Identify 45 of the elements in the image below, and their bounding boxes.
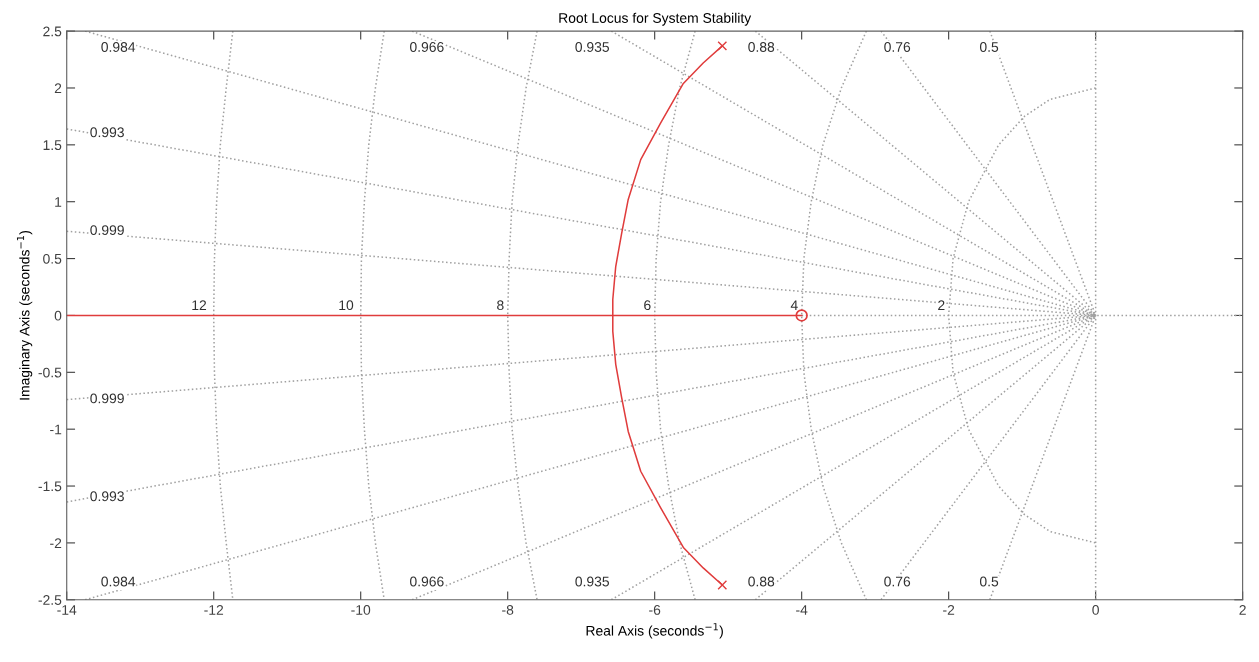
annotation: 0.999	[90, 393, 124, 404]
y-tick-label: -2.5	[38, 595, 62, 605]
x-tick-label: 2	[1239, 605, 1246, 615]
annotation: 4	[790, 300, 798, 310]
annotation: 0.88	[748, 42, 775, 52]
y-tick-label: 1	[55, 197, 62, 207]
annotation: 0.935	[575, 42, 610, 52]
annotation: 0.88	[748, 576, 775, 587]
annotation: 0.935	[575, 576, 610, 587]
x-axis-title: Real Axis (seconds$^{−1}$)	[586, 623, 723, 639]
x-tick-label: -2	[943, 605, 955, 615]
y-tick-label: -0.5	[38, 367, 62, 378]
x-tick-label: -10	[351, 605, 371, 615]
annotation: 0.993	[90, 491, 124, 502]
y-tick-label: -2	[50, 538, 62, 548]
y-tick-label: -1	[50, 424, 62, 435]
annotation: 0.966	[410, 576, 444, 587]
annotation: 0.999	[90, 225, 124, 236]
y-axis-title: Imaginary Axis (seconds$^{−1}$)	[16, 230, 33, 400]
y-tick-label: 1.5	[43, 140, 62, 151]
chart-title: Root Locus for System Stability	[559, 12, 752, 26]
annotation: 12	[192, 300, 207, 310]
annotation: 2	[938, 300, 945, 310]
annotation: 6	[644, 300, 651, 311]
y-tick-label: 2.5	[43, 26, 62, 37]
annotation: 0.76	[884, 42, 911, 52]
x-tick-label: -4	[796, 605, 808, 615]
annotation: 8	[497, 300, 504, 311]
annotation: 0.966	[410, 42, 444, 52]
y-tick-label: 0.5	[43, 253, 62, 264]
x-tick-label: 0	[1092, 605, 1099, 615]
annotation: 0.5	[979, 576, 999, 587]
annotation: 0.984	[101, 576, 136, 587]
x-tick-label: -8	[502, 605, 514, 615]
annotation: 0.984	[101, 42, 136, 52]
x-tick-label: -12	[204, 605, 224, 615]
annotation: 0.993	[90, 127, 124, 138]
annotation: 0.5	[979, 42, 999, 52]
annotation: 0.76	[884, 576, 911, 587]
annotation: 10	[339, 300, 354, 311]
x-tick-label: -6	[649, 605, 661, 615]
x-tick-label: -14	[57, 605, 77, 615]
y-tick-label: 2	[54, 83, 62, 94]
y-tick-label: -1.5	[38, 481, 62, 492]
y-tick-label: 0	[54, 310, 62, 321]
